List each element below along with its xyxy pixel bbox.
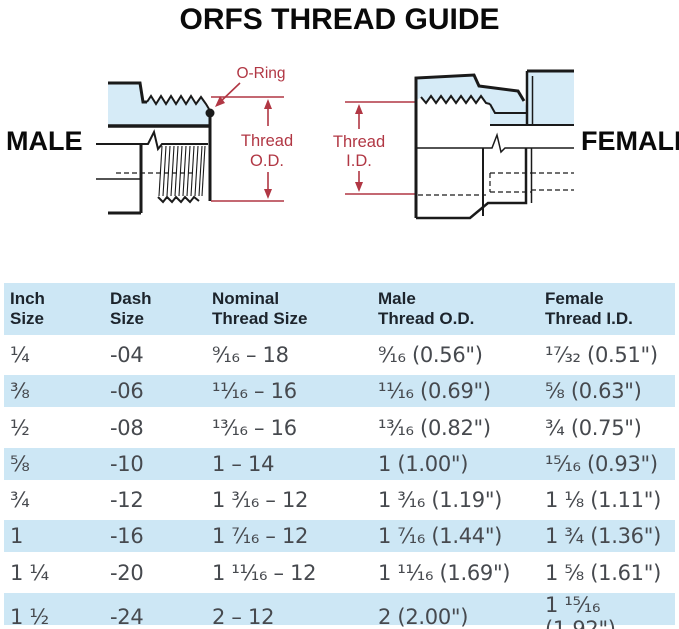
cell-female-thread-id: ³⁄₄ (0.75") bbox=[545, 415, 642, 440]
cell-nominal-thread-size: ¹¹⁄₁₆ – 16 bbox=[212, 379, 297, 404]
cell-nominal-thread-size: 1 ³⁄₁₆ – 12 bbox=[212, 488, 309, 513]
cell-dash-size: -24 bbox=[110, 605, 144, 629]
cell-nominal-thread-size: ¹³⁄₁₆ – 16 bbox=[212, 415, 297, 440]
cell-inch-size: 1 bbox=[10, 524, 24, 549]
page-title: ORFS THREAD GUIDE bbox=[179, 3, 500, 36]
cell-nominal-thread-size: 1 ⁷⁄₁₆ – 12 bbox=[212, 524, 309, 549]
cell-inch-size: ⁵⁄₈ bbox=[10, 451, 30, 476]
cell-dash-size: -10 bbox=[110, 451, 144, 476]
thread-od-label-line1: Thread bbox=[241, 132, 293, 150]
col-header-nominal-thread-size: Nominal Thread Size bbox=[212, 288, 308, 328]
cell-female-thread-id: 1 ¹⁵⁄₁₆ (1.92") bbox=[545, 593, 616, 629]
thread-od-label-line2: O.D. bbox=[250, 152, 284, 170]
thread-id-label-line1: Thread bbox=[333, 133, 385, 151]
female-fitting-body bbox=[414, 69, 574, 220]
cell-male-thread-od: 1 ³⁄₁₆ (1.19") bbox=[378, 488, 503, 513]
thread-od-dimension: Thread O.D. bbox=[211, 96, 293, 202]
o-ring-dot bbox=[205, 108, 215, 118]
male-label: MALE bbox=[6, 126, 83, 156]
table-row: ³⁄₄ -12 1 ³⁄₁₆ – 12 1 ³⁄₁₆ (1.19") 1 ¹⁄₈… bbox=[4, 484, 675, 516]
thread-id-label-line2: I.D. bbox=[346, 152, 372, 170]
cell-female-thread-id: 1 ⁵⁄₈ (1.61") bbox=[545, 560, 661, 585]
cell-male-thread-od: 1 ⁷⁄₁₆ (1.44") bbox=[378, 524, 503, 549]
table-header-row: Inch Size Dash Size Nominal Thread Size Mal… bbox=[4, 283, 675, 335]
cell-dash-size: -20 bbox=[110, 560, 144, 585]
cell-female-thread-id: 1 ³⁄₄ (1.36") bbox=[545, 524, 661, 549]
cell-male-thread-od: 1 ¹¹⁄₁₆ (1.69") bbox=[378, 560, 511, 585]
table-row: ¹⁄₂ -08 ¹³⁄₁₆ – 16 ¹³⁄₁₆ (0.82") ³⁄₄ (0.… bbox=[4, 412, 675, 444]
col-header-inch-size: Inch Size bbox=[10, 288, 45, 328]
col-header-male-thread-od: Male Thread O.D. bbox=[378, 288, 475, 328]
cell-nominal-thread-size: 1 ¹¹⁄₁₆ – 12 bbox=[212, 560, 317, 585]
cell-nominal-thread-size: ⁹⁄₁₆ – 18 bbox=[212, 343, 289, 367]
table-row: ⁵⁄₈ -10 1 – 14 1 (1.00") ¹⁵⁄₁₆ (0.93") bbox=[4, 447, 675, 480]
o-ring-callout: O-Ring bbox=[215, 65, 286, 107]
cell-dash-size: -12 bbox=[110, 488, 144, 513]
o-ring-label: O-Ring bbox=[236, 65, 285, 82]
col-header-female-thread-id: Female Thread I.D. bbox=[545, 288, 633, 328]
female-fitting-diagram: Thread I.D. bbox=[333, 69, 574, 220]
cell-nominal-thread-size: 2 – 12 bbox=[212, 605, 275, 629]
cell-male-thread-od: 1 (1.00") bbox=[378, 451, 469, 476]
female-centerline bbox=[416, 132, 574, 154]
male-fitting-diagram: O-Ring Thread O.D. bbox=[96, 65, 293, 215]
cell-inch-size: ¹⁄₂ bbox=[10, 415, 30, 440]
cell-nominal-thread-size: 1 – 14 bbox=[212, 451, 275, 476]
thread-id-dimension: Thread I.D. bbox=[333, 101, 415, 195]
cell-dash-size: -08 bbox=[110, 415, 144, 440]
cell-inch-size: 1 ¹⁄₄ bbox=[10, 560, 49, 585]
table-row: ³⁄₈ -06 ¹¹⁄₁₆ – 16 ¹¹⁄₁₆ (0.69") ⁵⁄₈ (0.… bbox=[4, 375, 675, 408]
cell-male-thread-od: ⁹⁄₁₆ (0.56") bbox=[378, 343, 483, 367]
table-row: 1 -16 1 ⁷⁄₁₆ – 12 1 ⁷⁄₁₆ (1.44") 1 ³⁄₄ (… bbox=[4, 520, 675, 553]
cell-dash-size: -16 bbox=[110, 524, 144, 549]
cell-male-thread-od: ¹³⁄₁₆ (0.82") bbox=[378, 415, 491, 440]
cell-female-thread-id: ¹⁵⁄₁₆ (0.93") bbox=[545, 451, 658, 476]
thread-size-table: Inch Size Dash Size Nominal Thread Size Mal… bbox=[4, 283, 675, 629]
table-row: 1 ¹⁄₄ -20 1 ¹¹⁄₁₆ – 12 1 ¹¹⁄₁₆ (1.69") 1… bbox=[4, 557, 675, 589]
cell-dash-size: -04 bbox=[110, 343, 144, 367]
cell-male-thread-od: ¹¹⁄₁₆ (0.69") bbox=[378, 379, 491, 404]
table-row: 1 ¹⁄₂ -24 2 – 12 2 (2.00") 1 ¹⁵⁄₁₆ (1.92… bbox=[4, 593, 675, 629]
female-label: FEMALE bbox=[581, 126, 679, 156]
table-row: ¹⁄₄ -04 ⁹⁄₁₆ – 18 ⁹⁄₁₆ (0.56") ¹⁷⁄₃₂ (0.… bbox=[4, 339, 675, 371]
male-threads-hatching bbox=[158, 145, 206, 197]
cell-female-thread-id: ¹⁷⁄₃₂ (0.51") bbox=[545, 343, 658, 367]
cell-inch-size: 1 ¹⁄₂ bbox=[10, 605, 49, 629]
cell-male-thread-od: 2 (2.00") bbox=[378, 605, 469, 629]
cell-female-thread-id: 1 ¹⁄₈ (1.11") bbox=[545, 488, 661, 513]
col-header-dash-size: Dash Size bbox=[110, 288, 152, 328]
male-fitting-body bbox=[96, 81, 215, 215]
cell-inch-size: ¹⁄₄ bbox=[10, 343, 30, 367]
cell-inch-size: ³⁄₈ bbox=[10, 379, 30, 404]
cell-inch-size: ³⁄₄ bbox=[10, 488, 30, 513]
cell-dash-size: -06 bbox=[110, 379, 144, 404]
cell-female-thread-id: ⁵⁄₈ (0.63") bbox=[545, 379, 642, 404]
